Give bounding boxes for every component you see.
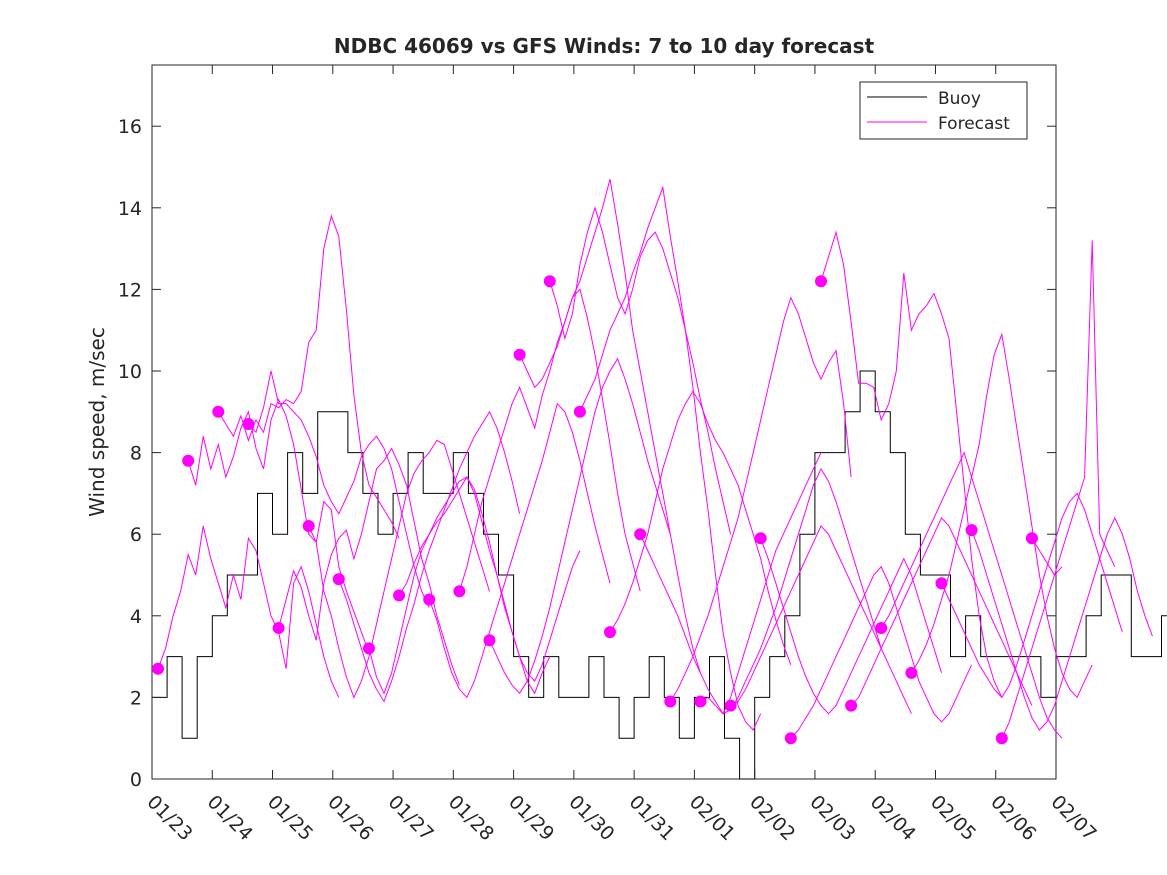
forecast-series-line-11 (458, 288, 641, 592)
forecast-start-marker-25 (875, 622, 888, 634)
forecast-series-line-15 (579, 185, 762, 731)
y-tick-label: 16 (118, 116, 142, 138)
forecast-series-line-12 (489, 357, 671, 695)
forecast-start-marker-4 (242, 418, 255, 430)
forecast-series-line-27 (941, 492, 1123, 699)
forecast-series-line-10 (428, 402, 611, 699)
forecast-series-line-2 (187, 398, 370, 653)
forecast-series-line-14 (549, 206, 732, 535)
y-axis-label: Wind speed, m/sec (85, 327, 109, 517)
forecast-start-marker-29 (995, 732, 1008, 745)
forecast-series-line-4 (248, 370, 430, 608)
forecast-series-line-9 (398, 476, 581, 682)
forecast-start-marker-7 (332, 573, 345, 586)
forecast-start-marker-30 (1025, 532, 1038, 545)
forecast-series-line-23 (820, 230, 1003, 698)
forecast-start-marker-8 (363, 642, 375, 655)
y-tick-label: 10 (118, 361, 142, 383)
buoy-series-line (152, 370, 1167, 780)
y-tick-label: 8 (130, 443, 142, 465)
forecast-start-marker-2 (182, 454, 195, 467)
forecast-start-marker-5 (272, 622, 285, 634)
forecast-start-marker-14 (543, 275, 556, 288)
forecast-start-marker-20 (724, 699, 737, 712)
forecast-series-line-17 (639, 452, 822, 715)
forecast-series-line-1 (157, 525, 340, 698)
forecast-series-line-21 (760, 538, 942, 715)
y-tick-label: 2 (130, 687, 142, 709)
forecast-start-marker-27 (935, 577, 948, 590)
forecast-start-marker-16 (604, 626, 616, 639)
forecast-series-line-22 (790, 565, 973, 739)
chart-title: NDBC 46069 vs GFS Winds: 7 to 10 day for… (334, 34, 875, 58)
forecast-series-line-5 (278, 447, 460, 686)
forecast-start-marker-12 (483, 634, 496, 647)
legend-buoy-label: Buoy (938, 89, 981, 109)
y-tick-label: 4 (130, 606, 142, 628)
forecast-start-marker-9 (393, 589, 406, 602)
forecast-series-line-7 (338, 410, 521, 703)
legend-box (859, 81, 1028, 140)
legend: Buoy Forecast (859, 81, 1028, 140)
forecast-series-line-13 (519, 179, 701, 674)
forecast-start-marker-10 (423, 593, 436, 606)
forecast-start-marker-18 (664, 695, 677, 708)
forecast-start-marker-28 (965, 524, 978, 537)
forecast-start-marker-15 (573, 405, 586, 418)
forecast-series-line-18 (669, 296, 852, 702)
forecast-start-marker-11 (453, 585, 466, 598)
forecast-start-marker-13 (513, 348, 526, 361)
forecast-series-line-29 (1001, 240, 1116, 739)
forecast-start-marker-1 (152, 662, 164, 675)
forecast-start-marker-26 (905, 666, 918, 679)
data-layer (152, 179, 1167, 780)
y-tick-label: 0 (130, 769, 142, 791)
forecast-series-line-6 (308, 439, 490, 699)
forecast-start-marker-21 (754, 532, 767, 545)
forecast-start-marker-3 (212, 405, 225, 418)
y-tick-label: 6 (130, 524, 142, 546)
forecast-start-marker-17 (634, 528, 647, 541)
y-tick-label: 12 (118, 279, 142, 301)
forecast-series-line-26 (910, 332, 1093, 699)
legend-forecast-label: Forecast (938, 114, 1010, 134)
y-tick-label: 14 (118, 198, 142, 220)
forecast-start-marker-19 (694, 695, 707, 708)
forecast-start-marker-24 (845, 699, 858, 712)
forecast-series-line-30 (1031, 538, 1063, 576)
forecast-series-line-3 (217, 214, 400, 539)
forecast-start-marker-22 (784, 732, 797, 745)
forecast-start-marker-6 (302, 520, 315, 532)
forecast-series-line-24 (850, 517, 1033, 706)
forecast-start-marker-23 (815, 275, 827, 288)
forecast-series-line-16 (609, 390, 792, 665)
forecast-series-line-28 (971, 516, 1153, 731)
